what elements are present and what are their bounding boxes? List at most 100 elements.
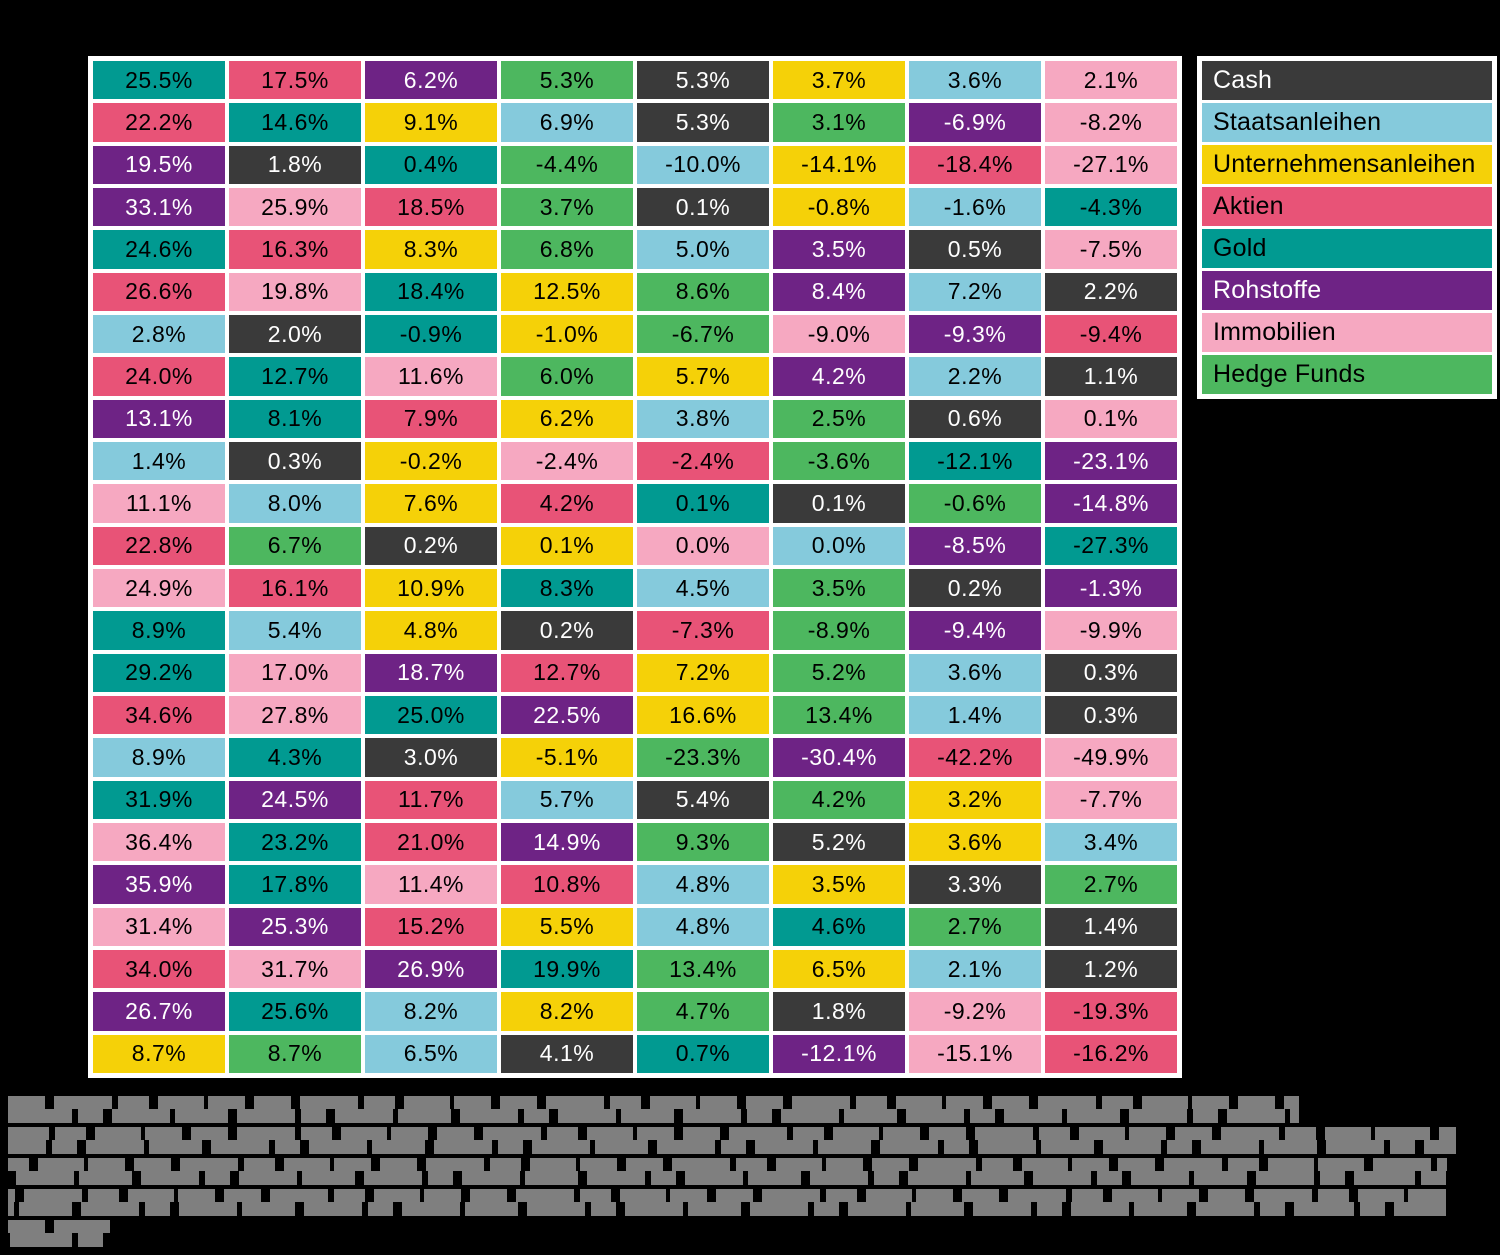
return-cell-immobilien: 11.6% — [365, 357, 497, 396]
return-cell-aktien: 26.6% — [93, 272, 225, 311]
return-cell-staatsanleihen: 7.2% — [909, 272, 1041, 311]
return-cell-hedge_funds: 8.6% — [637, 272, 769, 311]
return-cell-staatsanleihen: 4.8% — [637, 865, 769, 904]
return-cell-staatsanleihen: 8.9% — [93, 738, 225, 777]
return-cell-hedge_funds: 4.2% — [773, 780, 905, 819]
return-cell-immobilien: 11.4% — [365, 865, 497, 904]
legend-item-gold: Gold — [1202, 229, 1492, 268]
return-cell-staatsanleihen: 1.4% — [93, 441, 225, 481]
return-cell-rohstoffe: 14.9% — [501, 822, 633, 862]
return-cell-immobilien: -49.9% — [1045, 738, 1177, 777]
return-cell-unternehmensanleihen: 10.9% — [365, 568, 497, 608]
return-cell-aktien: 11.7% — [365, 780, 497, 819]
return-cell-rohstoffe: -1.3% — [1045, 568, 1177, 608]
footnote-line — [8, 1189, 1446, 1216]
return-cell-unternehmensanleihen: -0.2% — [365, 441, 497, 481]
return-cell-unternehmensanleihen: -1.0% — [501, 314, 633, 354]
return-cell-immobilien: -9.2% — [909, 992, 1041, 1031]
return-cell-hedge_funds: 9.3% — [637, 822, 769, 862]
return-cell-hedge_funds: 6.7% — [229, 526, 361, 565]
return-cell-hedge_funds: -8.9% — [773, 611, 905, 650]
return-cell-rohstoffe: -30.4% — [773, 738, 905, 777]
return-cell-aktien: -18.4% — [909, 145, 1041, 184]
legend-item-cash: Cash — [1202, 61, 1492, 100]
return-cell-unternehmensanleihen: 7.6% — [365, 484, 497, 523]
return-cell-immobilien: 17.0% — [229, 653, 361, 692]
return-cell-staatsanleihen: 3.4% — [1045, 822, 1177, 862]
return-cell-immobilien: 11.1% — [93, 484, 225, 523]
return-cell-unternehmensanleihen: 8.2% — [501, 992, 633, 1031]
return-cell-hedge_funds: -6.7% — [637, 314, 769, 354]
return-cell-gold: 25.0% — [365, 695, 497, 735]
return-cell-cash: 0.1% — [637, 187, 769, 227]
return-cell-hedge_funds: 13.4% — [773, 695, 905, 735]
return-cell-unternehmensanleihen: 3.6% — [909, 822, 1041, 862]
return-cell-unternehmensanleihen: 16.6% — [637, 695, 769, 735]
return-cell-cash: 1.8% — [229, 145, 361, 184]
return-cell-aktien: 24.0% — [93, 357, 225, 396]
return-cell-hedge_funds: -0.6% — [909, 484, 1041, 523]
return-cell-hedge_funds: 13.4% — [637, 949, 769, 989]
return-cell-cash: 0.2% — [909, 568, 1041, 608]
return-cell-staatsanleihen: 3.8% — [637, 399, 769, 438]
return-cell-cash: 2.0% — [229, 314, 361, 354]
return-cell-cash: 1.2% — [1045, 949, 1177, 989]
return-cell-immobilien: -27.1% — [1045, 145, 1177, 184]
return-cell-aktien: -7.3% — [637, 611, 769, 650]
return-cell-gold: 25.5% — [93, 61, 225, 100]
return-cell-immobilien: 36.4% — [93, 822, 225, 862]
return-cell-gold: 8.3% — [501, 568, 633, 608]
return-cell-immobilien: 31.7% — [229, 949, 361, 989]
return-cell-cash: 0.5% — [909, 230, 1041, 269]
return-cell-immobilien: 27.8% — [229, 695, 361, 735]
return-cell-aktien: 22.8% — [93, 526, 225, 565]
return-cell-rohstoffe: 18.7% — [365, 653, 497, 692]
return-cell-rohstoffe: -9.4% — [909, 611, 1041, 650]
return-cell-aktien: -16.2% — [1045, 1034, 1177, 1073]
return-cell-rohstoffe: 26.9% — [365, 949, 497, 989]
return-cell-aktien: -19.3% — [1045, 992, 1177, 1031]
return-cell-gold: 31.9% — [93, 780, 225, 819]
return-cell-hedge_funds: 3.5% — [773, 568, 905, 608]
return-cell-staatsanleihen: 5.4% — [229, 611, 361, 650]
return-cell-unternehmensanleihen: 7.2% — [637, 653, 769, 692]
return-cell-gold: 17.8% — [229, 865, 361, 904]
return-cell-gold: 0.7% — [637, 1034, 769, 1073]
return-cell-hedge_funds: 5.3% — [501, 61, 633, 100]
return-cell-immobilien: -2.4% — [501, 441, 633, 481]
legend-item-staatsanleihen: Staatsanleihen — [1202, 103, 1492, 142]
return-cell-gold: 19.9% — [501, 949, 633, 989]
return-cell-gold: 18.4% — [365, 272, 497, 311]
footnote-line — [8, 1158, 1448, 1185]
return-cell-rohstoffe: 35.9% — [93, 865, 225, 904]
return-cell-rohstoffe: 6.2% — [365, 61, 497, 100]
return-cell-cash: 0.1% — [773, 484, 905, 523]
return-cell-unternehmensanleihen: 3.7% — [773, 61, 905, 100]
return-cell-gold: 0.1% — [637, 484, 769, 523]
footnote-blurred-text — [8, 1096, 1492, 1251]
return-cell-rohstoffe: -8.5% — [909, 526, 1041, 565]
return-cell-unternehmensanleihen: 6.2% — [501, 399, 633, 438]
return-cell-cash: 1.1% — [1045, 357, 1177, 396]
return-cell-rohstoffe: 19.5% — [93, 145, 225, 184]
return-cell-gold: -0.9% — [365, 314, 497, 354]
return-cell-gold: 29.2% — [93, 653, 225, 692]
return-cell-rohstoffe: 26.7% — [93, 992, 225, 1031]
return-cell-hedge_funds: 6.0% — [501, 357, 633, 396]
legend-item-rohstoffe: Rohstoffe — [1202, 271, 1492, 310]
return-cell-cash: 0.3% — [1045, 695, 1177, 735]
return-cell-gold: -27.3% — [1045, 526, 1177, 565]
return-cell-staatsanleihen: 5.0% — [637, 230, 769, 269]
return-cell-hedge_funds: -3.6% — [773, 441, 905, 481]
return-cell-rohstoffe: -14.8% — [1045, 484, 1177, 523]
legend: Cash Staatsanleihen Unternehmensanleihen Ak… — [1197, 56, 1497, 399]
return-cell-gold: 14.6% — [229, 103, 361, 142]
return-cell-staatsanleihen: -1.6% — [909, 187, 1041, 227]
return-cell-gold: 8.9% — [93, 611, 225, 650]
return-cell-unternehmensanleihen: -0.8% — [773, 187, 905, 227]
return-cell-cash: 3.3% — [909, 865, 1041, 904]
return-cell-gold: 4.6% — [773, 907, 905, 946]
return-cell-cash: 0.3% — [229, 441, 361, 481]
return-cell-cash: 0.2% — [501, 611, 633, 650]
return-cell-immobilien: 31.4% — [93, 907, 225, 946]
